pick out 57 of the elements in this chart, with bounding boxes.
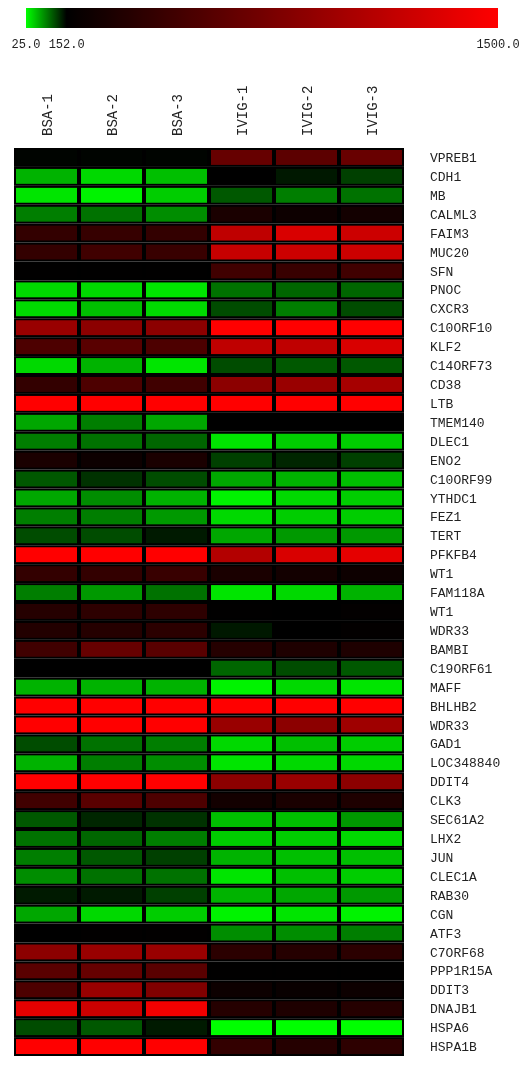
y-tick-label: C10ORF99 [430,472,493,488]
y-tick-label: WDR33 [430,623,470,639]
y-tick-label: PFKFB4 [430,548,478,564]
y-tick-label: FAM118A [430,586,485,602]
y-tick-label: JUN [430,850,454,866]
y-tick-label: MUC20 [430,245,470,261]
y-tick-label: C10ORF10 [430,321,493,337]
y-tick-label: ENO2 [430,453,462,469]
y-tick-label: CLK3 [430,794,462,810]
y-tick-label: MAFF [430,680,462,696]
y-tick-label: CLEC1A [430,869,478,885]
y-tick-label: SEC61A2 [430,813,485,829]
y-tick-label: MB [430,188,446,204]
y-tick-label: CD38 [430,378,462,394]
y-tick-label: WT1 [430,605,454,621]
x-tick-label: IVIG-2 [299,85,316,136]
y-tick-label: CGN [430,907,454,923]
y-tick-label: FAIM3 [430,226,470,242]
y-tick-label: ATF3 [430,926,462,942]
y-tick-label: TMEM140 [430,415,485,431]
x-tick-label: BSA-3 [169,93,186,136]
y-tick-label: PNOC [430,283,462,299]
y-tick-label: BAMBI [430,642,470,658]
x-tick-label: BSA-2 [104,93,121,136]
y-tick-label: DDIT3 [430,983,470,999]
y-tick-label: BHLHB2 [430,699,477,715]
y-tick-label: CXCR3 [430,302,470,318]
color-bar-label: 25.0 [11,38,41,52]
y-tick-label: LTB [430,396,454,412]
color-bar-label: 1500.0 [476,38,520,52]
y-tick-label: FEZ1 [430,510,462,526]
y-tick-label: C7ORF68 [430,945,485,961]
y-tick-label: LHX2 [430,832,462,848]
y-tick-label: CDH1 [430,169,462,185]
x-tick-label: IVIG-3 [364,85,381,136]
y-tick-label: C14ORF73 [430,359,493,375]
y-tick-label: PPP1R15A [430,964,493,980]
y-tick-label: HSPA6 [430,1021,470,1037]
y-tick-label: KLF2 [430,340,462,356]
x-tick-label: IVIG-1 [234,85,251,136]
y-tick-label: C19ORF61 [430,661,493,677]
y-tick-label: DDIT4 [430,775,470,791]
y-tick-label: YTHDC1 [430,491,478,507]
y-tick-label: LOC348840 [430,756,501,772]
y-tick-label: TERT [430,529,462,545]
y-tick-label: SFN [430,264,454,280]
y-tick-label: WDR33 [430,718,470,734]
y-tick-label: RAB30 [430,888,470,904]
y-tick-label: DNAJB1 [430,1002,478,1018]
y-tick-label: GAD1 [430,737,462,753]
y-tick-label: DLEC1 [430,434,470,450]
color-bar-label: 152.0 [48,38,85,52]
y-tick-label: HSPA1B [430,1040,478,1056]
y-tick-label: CALML3 [430,207,477,223]
y-tick-label: VPREB1 [430,151,478,167]
x-tick-label: BSA-1 [39,93,56,136]
y-tick-label: WT1 [430,567,454,583]
